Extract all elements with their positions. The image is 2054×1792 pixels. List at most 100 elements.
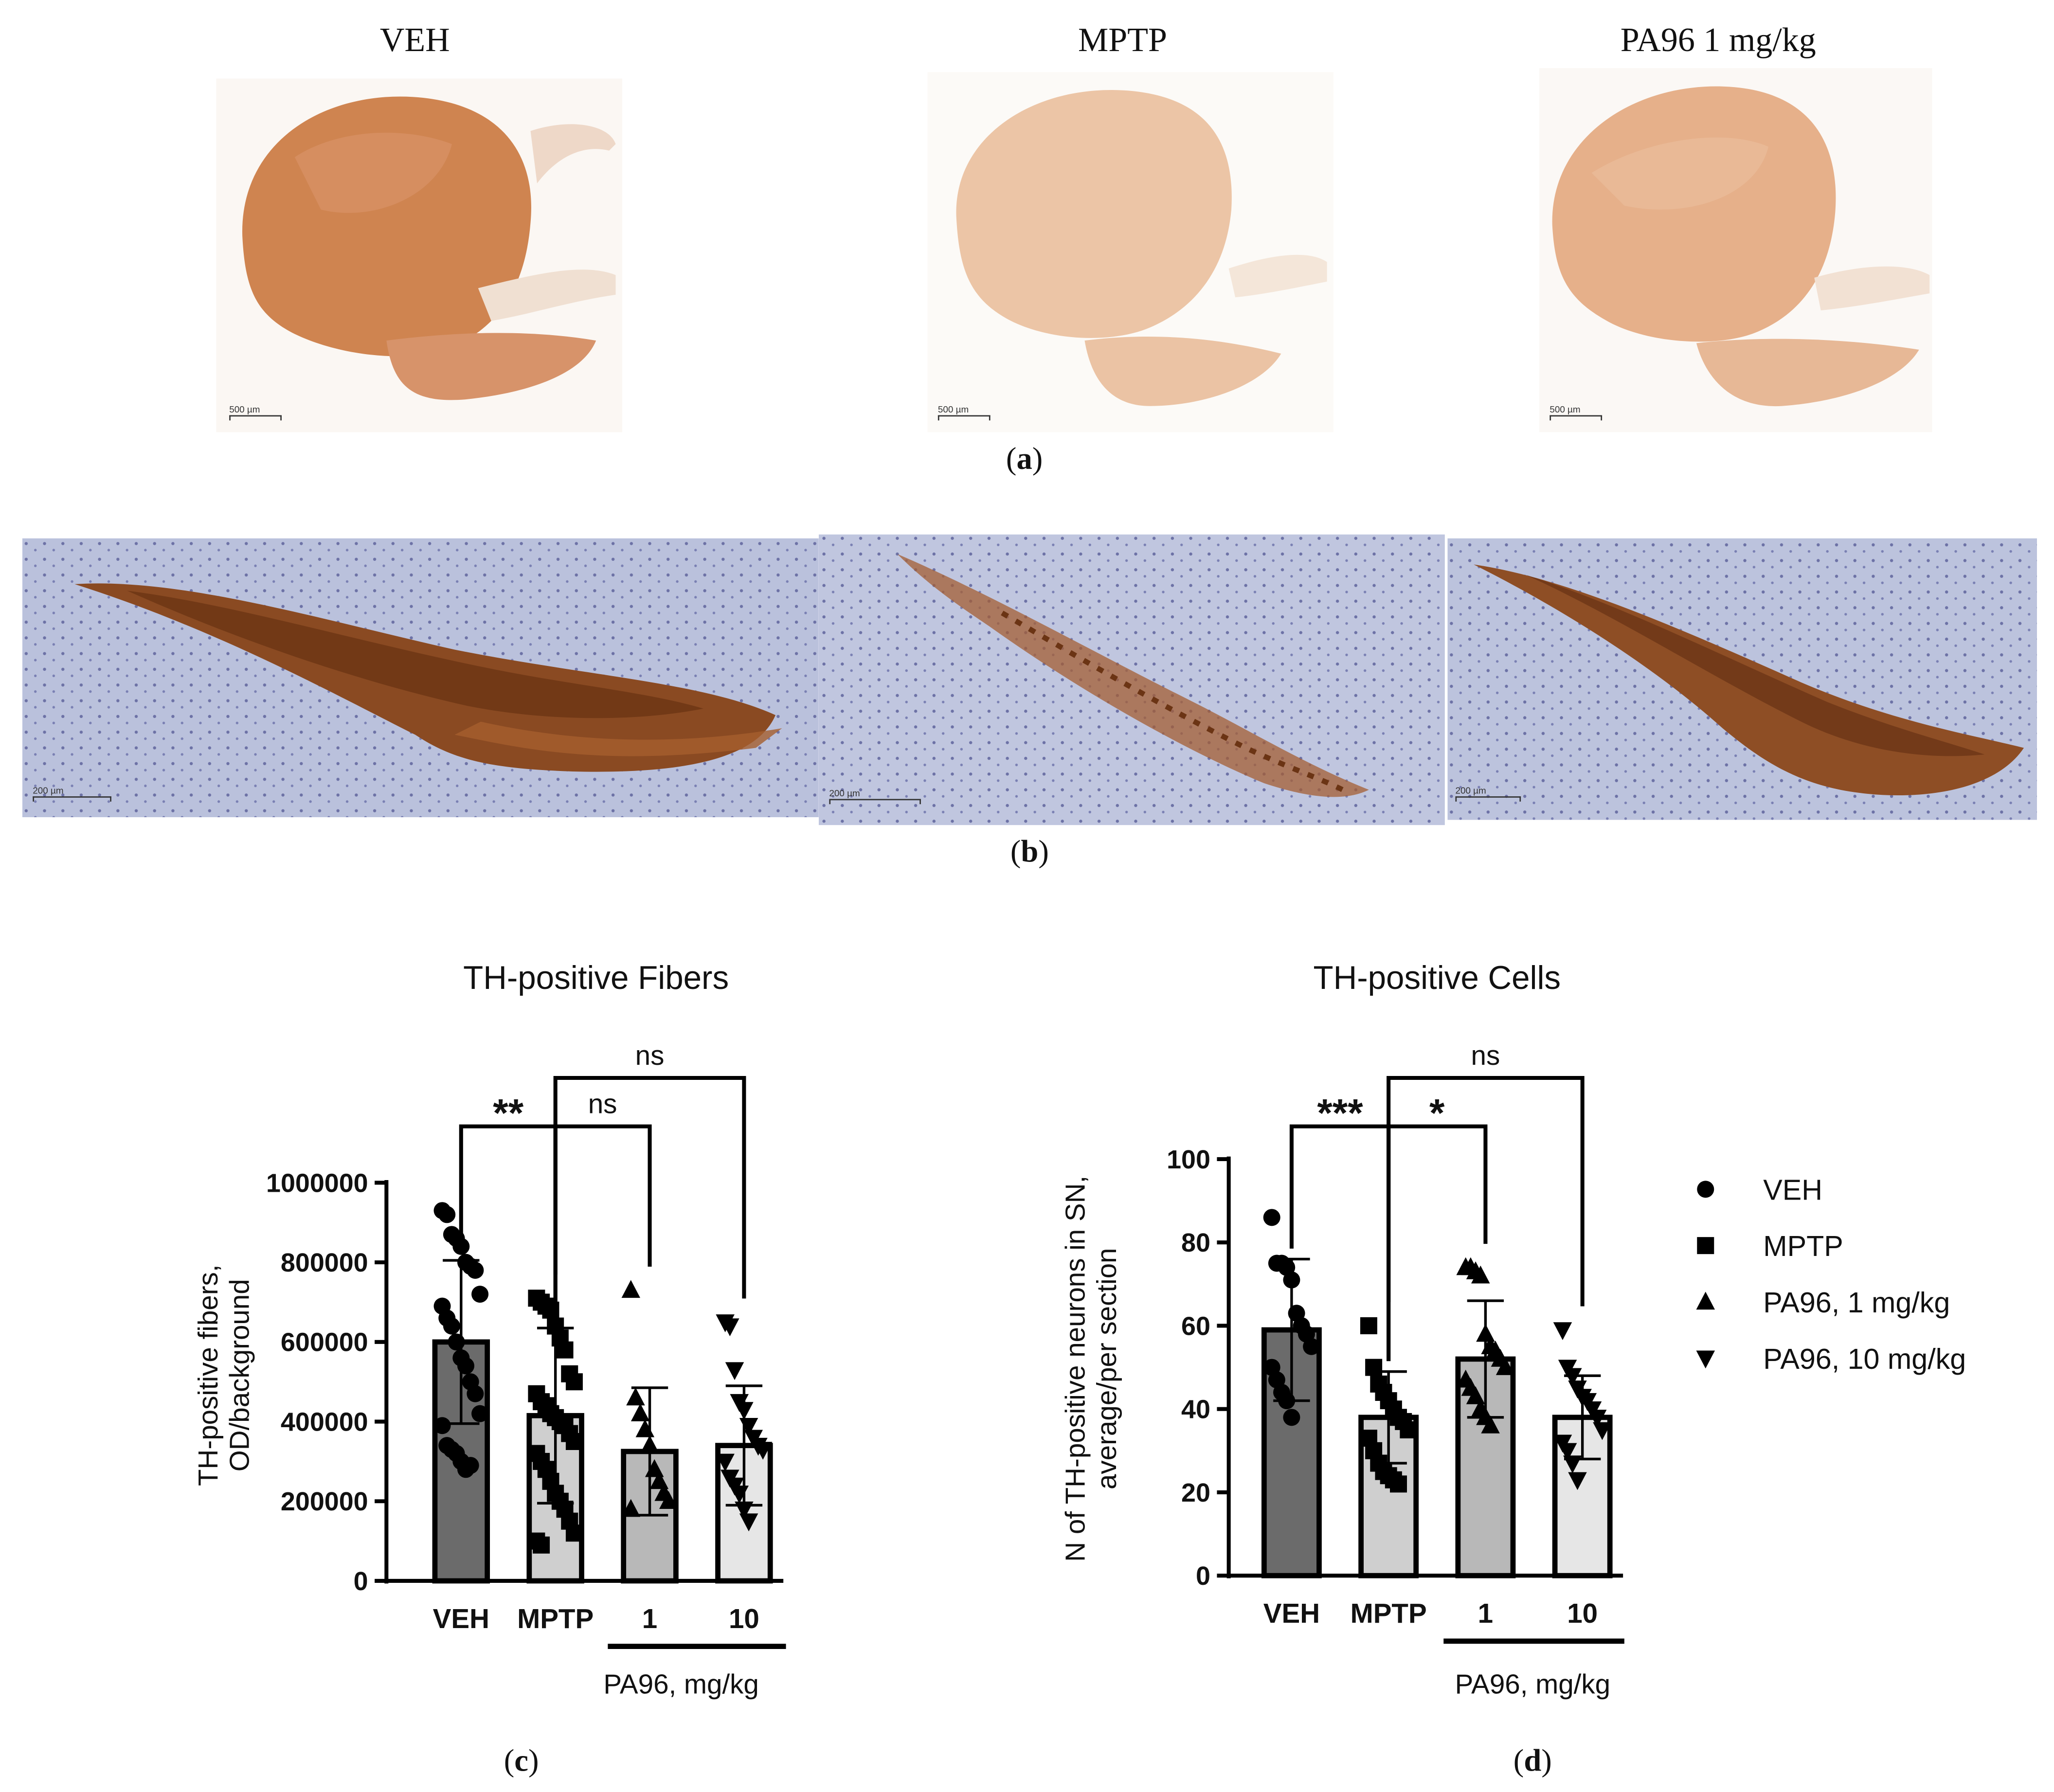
panel-a-scale-label-2: 500 µm [937, 406, 969, 415]
chart-c-xtick-label-2: 1 [642, 1603, 657, 1634]
chart-c-sig-bracket-2 [553, 1075, 746, 1318]
sn-image-veh: 200 µm [22, 538, 819, 818]
chart-c-point-0-16 [467, 1385, 484, 1402]
chart-c-point-3-8 [753, 1442, 773, 1460]
panel-a-scale-bar-1 [229, 415, 282, 421]
chart-c-ytick-label-4: 800000 [281, 1248, 368, 1277]
chart-c-point-0-8 [471, 1286, 489, 1303]
chart-d-point-1-15 [1390, 1475, 1407, 1493]
chart-c-point-1-8 [565, 1373, 583, 1391]
chart-c-xtick-label-0: VEH [433, 1603, 489, 1634]
chart-c-point-2-3 [635, 1419, 655, 1437]
panel-b-scale-label-1: 200 µm [33, 787, 64, 797]
chart-d-ytick-label-0: 0 [1196, 1561, 1210, 1591]
chart-d-ytick-label-2: 40 [1181, 1395, 1210, 1424]
chart-d-xtick-label-1: MPTP [1351, 1598, 1427, 1629]
chart-d-title: TH-positive Cells [1313, 960, 1561, 996]
panel-a-title-mptp: MPTP [1078, 21, 1167, 59]
chart-c-point-2-1 [626, 1387, 645, 1406]
panel-a-caption: (a) [1006, 443, 1043, 477]
chart-d-xtick-label-3: 10 [1567, 1598, 1598, 1629]
legend-label-3: PA96, 10 mg/kg [1763, 1343, 1966, 1375]
chart-d-point-2-14 [1481, 1415, 1500, 1434]
chart-c-ytick-label-2: 400000 [281, 1407, 368, 1436]
chart-d-sig-bracket-0 [1289, 1124, 1391, 1302]
legend-marker-0 [1697, 1181, 1714, 1198]
chart-d-point-1-0 [1360, 1317, 1377, 1334]
legend-marker-1 [1697, 1237, 1714, 1254]
chart-d-ylabel-line2: average/per section [1091, 1248, 1122, 1490]
panel-b-scale-label-2: 200 µm [829, 789, 860, 799]
chart-c-point-3-1 [721, 1318, 739, 1337]
legend-label-0: VEH [1763, 1173, 1822, 1206]
chart-d-group-label: PA96, mg/kg [1455, 1669, 1610, 1700]
panel-d-caption: (d) [1513, 1744, 1552, 1779]
chart-d-sig-label-1: * [1429, 1092, 1445, 1135]
chart-c-point-3-14 [739, 1513, 758, 1532]
chart-d-sig-bracket-1 [1387, 1124, 1488, 1362]
chart-d-ytick-label-3: 60 [1181, 1311, 1210, 1341]
panel-a-scale-bar-3 [1550, 415, 1603, 421]
chart-d-sig-bracket-2 [1387, 1075, 1585, 1362]
chart-d-ytick-label-4: 80 [1181, 1228, 1210, 1257]
chart-d-ylabel-line1: N of TH-positive neurons in SN, [1060, 1176, 1090, 1562]
legend-marker-3 [1696, 1350, 1715, 1369]
chart-d-point-1-1 [1365, 1359, 1383, 1376]
legend-label-1: MPTP [1763, 1230, 1843, 1262]
chart-d-xtick-label-2: 1 [1478, 1598, 1493, 1629]
chart-c-xtick-label-1: MPTP [517, 1603, 594, 1634]
chart-c-ylabel-line2: OD/background [224, 1279, 255, 1471]
chart-c-sig-label-1: ns [588, 1089, 617, 1119]
chart-d-point-1-8 [1400, 1421, 1417, 1439]
chart-d-point-3-10 [1558, 1443, 1577, 1461]
chart-c-xtick-label-3: 10 [729, 1603, 759, 1634]
chart-d-sig-label-0: *** [1317, 1092, 1363, 1135]
striatum-image-veh: 500 µm [216, 78, 622, 432]
panel-c-caption: (c) [504, 1744, 539, 1779]
panel-b-scale-bar-2 [829, 799, 921, 805]
panel-a-scale-label-1: 500 µm [229, 406, 260, 415]
chart-c-point-2-0 [621, 1280, 641, 1298]
panel-b-caption: (b) [1010, 835, 1049, 870]
chart-c-point-1-6 [556, 1341, 574, 1359]
panel-a-title-pa96: PA96 1 mg/kg [1620, 21, 1816, 59]
chart-c-point-2-8 [659, 1491, 678, 1509]
chart-c-point-3-9 [716, 1453, 735, 1472]
sn-image-pa96: 200 µm [1447, 538, 2037, 820]
chart-c-sig-bracket-0 [459, 1124, 558, 1275]
chart-c-point-3-2 [725, 1362, 744, 1380]
chart-c-ylabel-line1: TH-positive fibers, [193, 1264, 223, 1486]
panel-a-title-veh: VEH [379, 21, 450, 59]
chart-c-point-1-26 [565, 1524, 583, 1542]
chart-c-point-2-2 [631, 1403, 650, 1421]
panel-a-scale-label-3: 500 µm [1550, 406, 1581, 415]
chart-c-sig-label-0: ** [493, 1092, 523, 1135]
striatum-image-pa96: 500 µm [1539, 68, 1932, 432]
chart-c-point-0-1 [438, 1206, 456, 1223]
chart-c-ytick-label-1: 200000 [281, 1487, 368, 1516]
sn-image-mptp: 200 µm [818, 534, 1445, 825]
panel-b-scale-bar-3 [1455, 796, 1521, 802]
chart-c-group-label: PA96, mg/kg [603, 1669, 758, 1700]
chart-th-cells: TH-positive Cells N of TH-positive neuro… [1060, 960, 1624, 1700]
chart-d-point-0-13 [1283, 1409, 1300, 1426]
panel-b-scale-label-3: 200 µm [1455, 787, 1486, 797]
chart-c-sig-label-2: ns [635, 1040, 665, 1071]
chart-c-point-1-17 [565, 1433, 583, 1450]
chart-c-point-1-28 [533, 1536, 550, 1554]
chart-c-title: TH-positive Fibers [463, 960, 729, 996]
striatum-image-mptp: 500 µm [927, 72, 1334, 432]
chart-d-point-0-8 [1303, 1338, 1320, 1355]
chart-c-point-2-9 [621, 1499, 641, 1517]
chart-d-point-2-3 [1471, 1265, 1490, 1284]
chart-c-point-0-18 [433, 1417, 451, 1434]
legend-label-2: PA96, 1 mg/kg [1763, 1286, 1950, 1319]
chart-d-point-3-7 [1587, 1410, 1607, 1428]
chart-c-point-0-24 [462, 1457, 479, 1474]
chart-th-fibers: TH-positive Fibers TH-positive fibers, O… [193, 960, 786, 1700]
chart-d-sig-label-2: ns [1471, 1040, 1500, 1071]
chart-d-xtick-label-0: VEH [1263, 1598, 1320, 1629]
chart-d-point-3-8 [1593, 1422, 1612, 1440]
chart-d-point-3-0 [1553, 1322, 1572, 1341]
chart-c-sig-bracket-1 [553, 1124, 652, 1318]
